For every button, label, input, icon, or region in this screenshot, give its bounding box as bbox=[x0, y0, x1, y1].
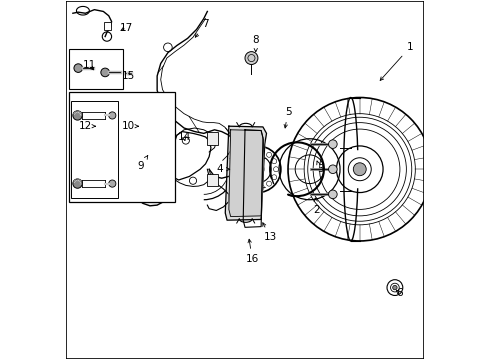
Polygon shape bbox=[225, 126, 267, 220]
Circle shape bbox=[109, 180, 116, 187]
Circle shape bbox=[135, 150, 153, 168]
Circle shape bbox=[392, 285, 397, 290]
Bar bbox=[104, 22, 111, 30]
Text: 1: 1 bbox=[380, 42, 413, 80]
Circle shape bbox=[111, 68, 120, 78]
Text: 9: 9 bbox=[138, 156, 148, 171]
Text: 14: 14 bbox=[177, 132, 191, 142]
Text: 5: 5 bbox=[284, 107, 292, 128]
Text: 16: 16 bbox=[245, 239, 259, 264]
Circle shape bbox=[73, 179, 82, 188]
Bar bbox=[207, 132, 218, 145]
Polygon shape bbox=[139, 140, 152, 196]
Text: 7: 7 bbox=[196, 19, 209, 37]
Circle shape bbox=[329, 190, 337, 199]
Bar bbox=[69, 49, 123, 89]
Text: 3: 3 bbox=[317, 161, 323, 174]
Circle shape bbox=[108, 121, 117, 130]
Text: 8: 8 bbox=[252, 35, 259, 52]
Text: 2: 2 bbox=[314, 198, 320, 216]
Circle shape bbox=[329, 165, 337, 174]
Text: 11: 11 bbox=[82, 60, 96, 70]
Text: 17: 17 bbox=[120, 23, 133, 33]
Polygon shape bbox=[161, 148, 171, 191]
Text: 12: 12 bbox=[79, 121, 96, 131]
Circle shape bbox=[73, 111, 82, 120]
Text: 10: 10 bbox=[122, 121, 138, 131]
Circle shape bbox=[159, 184, 172, 197]
Bar bbox=[69, 92, 175, 202]
Bar bbox=[71, 101, 118, 198]
Circle shape bbox=[159, 141, 172, 154]
Circle shape bbox=[101, 68, 109, 77]
Circle shape bbox=[353, 163, 366, 176]
Text: 6: 6 bbox=[396, 288, 402, 298]
Circle shape bbox=[329, 140, 337, 148]
Bar bbox=[207, 174, 218, 186]
Text: 4: 4 bbox=[217, 164, 230, 174]
Circle shape bbox=[109, 112, 116, 119]
Polygon shape bbox=[136, 132, 172, 206]
Circle shape bbox=[135, 170, 153, 188]
Circle shape bbox=[245, 51, 258, 64]
Polygon shape bbox=[229, 130, 264, 217]
Text: 15: 15 bbox=[122, 71, 135, 81]
Circle shape bbox=[74, 64, 82, 72]
Text: 13: 13 bbox=[263, 223, 277, 242]
